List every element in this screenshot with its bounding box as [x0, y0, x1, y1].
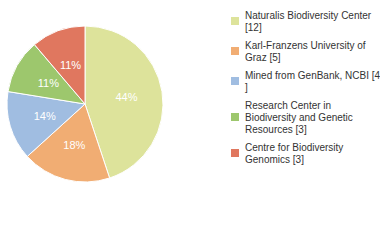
svg-text:Research Center in: Research Center in: [245, 100, 334, 111]
svg-text:14%: 14%: [34, 110, 56, 122]
svg-text:44%: 44%: [115, 91, 137, 103]
svg-text:]: ]: [245, 82, 248, 93]
svg-text:Mined from GenBank, NCBI [4: Mined from GenBank, NCBI [4: [245, 70, 380, 81]
svg-text:11%: 11%: [60, 59, 81, 71]
svg-text:11%: 11%: [38, 77, 59, 89]
svg-text:Resources [3]: Resources [3]: [245, 124, 307, 135]
svg-text:Centre for Biodiversity: Centre for Biodiversity: [245, 142, 346, 153]
svg-text:18%: 18%: [63, 139, 85, 151]
svg-text:Biodiversity and Genetic: Biodiversity and Genetic: [245, 112, 356, 123]
svg-text:Karl-Franzens University of: Karl-Franzens University of: [245, 40, 368, 51]
svg-text:[12]: [12]: [245, 22, 262, 33]
svg-text:Naturalis Biodiversity Center: Naturalis Biodiversity Center: [245, 10, 374, 21]
svg-text:Genomics [3]: Genomics [3]: [245, 154, 304, 165]
svg-text:Graz [5]: Graz [5]: [245, 52, 281, 63]
